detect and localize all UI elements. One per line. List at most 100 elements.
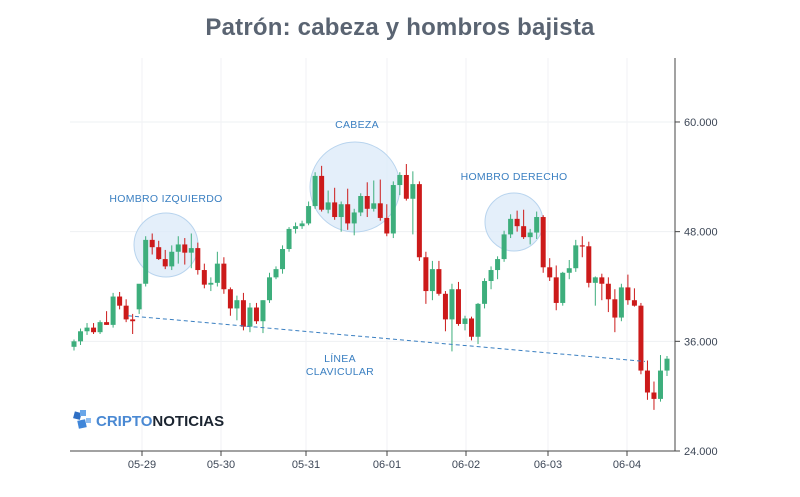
candle-body — [416, 184, 422, 258]
candle-body — [527, 232, 533, 238]
candle-body — [618, 287, 624, 318]
x-tick-label: 06-01 — [373, 459, 401, 471]
candle-body — [384, 217, 390, 234]
neckline — [127, 315, 646, 362]
candle-body — [332, 202, 338, 218]
candle-body — [162, 259, 168, 267]
candle — [188, 233, 194, 269]
candle-body — [221, 263, 227, 290]
candle — [579, 236, 585, 258]
candle-body — [117, 296, 123, 306]
candle — [521, 209, 527, 239]
candle-body — [579, 245, 585, 247]
annotation-label: HOMBRO DERECHO — [461, 171, 568, 183]
candle-body — [293, 226, 299, 229]
candle-body — [573, 245, 579, 269]
candle-body — [338, 204, 344, 218]
brand-logo-suffix: NOTICIAS — [152, 413, 224, 430]
candle-body — [260, 300, 266, 322]
candle — [286, 227, 292, 252]
candle — [214, 251, 220, 287]
candle — [573, 239, 579, 272]
candle-body — [280, 249, 286, 270]
candle-body — [612, 299, 618, 318]
brand-logo-icon-piece — [80, 410, 86, 416]
candle-body — [397, 174, 403, 186]
x-tick-label: 05-30 — [207, 459, 235, 471]
candle — [469, 316, 475, 341]
candle — [592, 276, 598, 306]
candle — [371, 180, 377, 212]
x-tick-label: 06-03 — [534, 459, 562, 471]
candle-body — [534, 217, 540, 233]
candle-body — [586, 246, 592, 283]
candle-body — [143, 239, 149, 284]
candle — [201, 263, 207, 289]
candle — [149, 233, 155, 255]
candle — [71, 339, 77, 351]
candle-body — [188, 248, 194, 253]
candle-body — [91, 327, 97, 333]
candle-body — [201, 270, 207, 285]
candle — [377, 179, 383, 221]
candle-body — [449, 289, 455, 320]
candle-body — [234, 300, 240, 309]
candle — [540, 215, 546, 273]
candle-body — [84, 327, 90, 332]
candle-body — [214, 263, 220, 283]
candle-body — [240, 300, 246, 327]
annotation-label: CABEZA — [335, 119, 379, 131]
candle — [123, 299, 129, 323]
candle-body — [130, 319, 136, 322]
candle — [117, 291, 123, 310]
candle-body — [560, 272, 566, 303]
candle — [527, 228, 533, 245]
candle — [104, 311, 110, 325]
candle-body — [566, 268, 572, 273]
candle-body — [521, 226, 527, 238]
candle-body — [319, 175, 325, 210]
candle — [416, 181, 422, 261]
candle-body — [123, 305, 129, 320]
annotation-circles — [133, 141, 544, 278]
annotation-label: HOMBRO IZQUIERDO — [109, 193, 222, 205]
candle — [358, 193, 364, 217]
candle-body — [149, 239, 155, 248]
y-tick-label: 24.000 — [684, 446, 718, 458]
candle-body — [253, 307, 259, 322]
candle — [325, 190, 331, 214]
chart-title: Patrón: cabeza y hombros bajista — [205, 14, 595, 41]
candle — [462, 315, 468, 331]
candle-body — [631, 300, 637, 306]
candle-body — [97, 322, 103, 333]
candle — [208, 277, 214, 292]
candle-body — [664, 358, 670, 371]
candle-body — [651, 392, 657, 399]
candle-body — [592, 277, 598, 283]
candle-body — [169, 251, 175, 267]
candle — [175, 236, 181, 264]
candle — [423, 251, 429, 304]
candle — [631, 288, 637, 307]
candle — [449, 283, 455, 352]
candle-body — [208, 282, 214, 285]
neckline-layer — [127, 315, 646, 362]
candle — [169, 245, 175, 271]
candle — [299, 220, 305, 229]
candle — [338, 201, 344, 232]
candle-body — [423, 257, 429, 292]
candle — [651, 381, 657, 410]
candle-body — [605, 283, 611, 300]
neckline-label-line1: LÍNEA — [324, 352, 356, 365]
candle-body — [182, 244, 188, 253]
candle-body — [306, 206, 312, 224]
candle-body — [156, 247, 162, 260]
candle — [455, 281, 461, 326]
candle-body — [377, 203, 383, 218]
candle-body — [364, 196, 370, 209]
candle-body — [625, 287, 631, 301]
candle-body — [78, 331, 84, 342]
candle-body — [638, 305, 644, 371]
candle — [162, 249, 168, 270]
candle — [84, 323, 90, 335]
